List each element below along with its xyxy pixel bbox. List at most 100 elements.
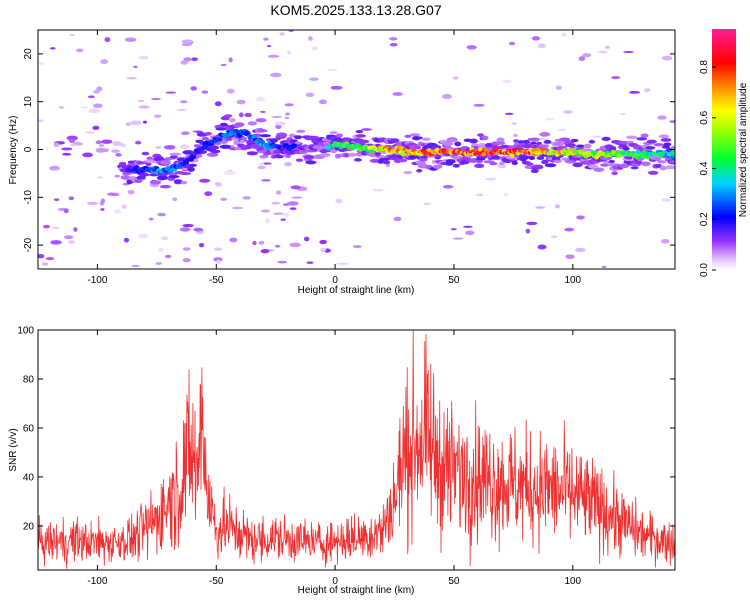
heatmap-cell bbox=[570, 138, 579, 143]
heatmap-cell bbox=[182, 258, 191, 263]
heatmap-cell bbox=[509, 153, 515, 158]
heatmap-cell bbox=[287, 50, 292, 56]
heatmap-cell bbox=[187, 163, 198, 167]
heatmap-cell bbox=[191, 155, 197, 160]
heatmap-cell bbox=[279, 32, 285, 36]
heatmap-cell bbox=[583, 143, 592, 149]
heatmap-cell bbox=[168, 175, 180, 179]
heatmap-cell bbox=[180, 144, 190, 150]
heatmap-cell bbox=[156, 175, 169, 181]
heatmap-cell bbox=[528, 156, 536, 161]
heatmap-cell bbox=[267, 54, 280, 58]
heatmap-cell bbox=[242, 196, 251, 200]
heatmap-cell bbox=[529, 137, 540, 142]
heatmap-cell bbox=[187, 167, 195, 172]
heatmap-cell bbox=[155, 146, 162, 149]
heatmap-cell bbox=[182, 223, 194, 228]
heatmap-cell bbox=[672, 153, 675, 158]
heatmap-cell bbox=[131, 264, 140, 268]
heatmap-cell bbox=[315, 160, 321, 163]
heatmap-cell bbox=[70, 143, 77, 147]
heatmap-cell bbox=[309, 77, 319, 81]
heatmap-cell bbox=[66, 135, 78, 141]
heatmap-cell bbox=[260, 249, 270, 254]
heatmap-cell bbox=[412, 136, 423, 140]
snr-frame bbox=[37, 329, 676, 571]
heatmap-cell bbox=[329, 131, 338, 134]
heatmap-cell bbox=[95, 147, 107, 153]
heatmap-cell bbox=[148, 217, 154, 221]
heatmap-cell bbox=[330, 85, 343, 90]
heatmap-cell bbox=[120, 143, 127, 148]
heatmap-cell bbox=[199, 178, 211, 183]
y-tick-label: 60 bbox=[23, 423, 35, 434]
heatmap-cell bbox=[161, 236, 169, 241]
heatmap-cell bbox=[661, 198, 672, 202]
x-tick-label: 50 bbox=[448, 275, 460, 286]
heatmap-cell bbox=[88, 108, 101, 114]
snr-series-line bbox=[38, 330, 675, 569]
heatmap-cell bbox=[68, 33, 76, 36]
heatmap-cell bbox=[357, 139, 370, 144]
heatmap-cell bbox=[326, 68, 338, 71]
colorbar-tick-label: 0.0 bbox=[699, 263, 710, 277]
heatmap-cell bbox=[477, 133, 484, 137]
heatmap-cell bbox=[192, 151, 198, 156]
heatmap-cell bbox=[647, 170, 659, 175]
heatmap-cell bbox=[93, 89, 100, 94]
heatmap-cell bbox=[159, 160, 172, 165]
heatmap-cell bbox=[473, 103, 485, 107]
heatmap-cell bbox=[330, 148, 338, 154]
heatmap-cell bbox=[181, 39, 194, 45]
heatmap-cell bbox=[496, 163, 507, 169]
x-tick-label: 0 bbox=[332, 576, 338, 587]
heatmap-cell bbox=[260, 110, 266, 113]
heatmap-cell bbox=[610, 146, 617, 151]
heatmap-cell bbox=[257, 129, 268, 133]
heatmap-cell bbox=[191, 57, 199, 62]
heatmap-cell bbox=[193, 227, 204, 232]
heatmap-cell bbox=[126, 77, 138, 80]
heatmap-cell bbox=[477, 147, 483, 152]
heatmap-cell bbox=[335, 133, 344, 138]
heatmap-cell bbox=[73, 227, 78, 232]
heatmap-cell bbox=[537, 43, 546, 49]
heatmap-cell bbox=[369, 149, 375, 154]
heatmap-cell bbox=[295, 158, 304, 162]
heatmap-cell bbox=[522, 139, 531, 145]
colorbar-tick-label: 0.4 bbox=[699, 161, 710, 175]
heatmap-cell bbox=[100, 208, 105, 211]
heatmap-cell bbox=[53, 142, 60, 147]
heatmap-cell bbox=[273, 212, 284, 215]
heatmap-cell bbox=[101, 139, 113, 144]
heatmap-cell bbox=[511, 161, 518, 166]
heatmap-cell bbox=[657, 115, 667, 120]
heatmap-cell bbox=[226, 88, 235, 94]
heatmap-cell bbox=[289, 242, 302, 248]
heatmap-cell bbox=[68, 240, 75, 245]
heatmap-cell bbox=[563, 110, 573, 114]
heatmap-cell bbox=[165, 254, 172, 259]
heatmap-cell bbox=[179, 171, 192, 176]
y-tick-label: 20 bbox=[23, 521, 35, 532]
heatmap-cell bbox=[553, 159, 562, 163]
heatmap-cell bbox=[645, 146, 656, 150]
heatmap-cell bbox=[474, 163, 485, 169]
heatmap-cell bbox=[608, 159, 615, 164]
heatmap-cell bbox=[233, 140, 241, 145]
snr-x-axis-label: Height of straight line (km) bbox=[298, 585, 415, 596]
x-tick-label: -100 bbox=[87, 576, 107, 587]
heatmap-cell bbox=[53, 198, 60, 202]
heatmap-cell bbox=[636, 137, 648, 141]
heatmap-cell bbox=[355, 130, 364, 134]
heatmap-cell bbox=[390, 138, 400, 143]
x-tick-label: 0 bbox=[332, 275, 338, 286]
heatmap-cell bbox=[87, 95, 95, 99]
heatmap-cell bbox=[277, 132, 288, 138]
heatmap-cell bbox=[423, 202, 432, 206]
heatmap-cell bbox=[257, 165, 266, 170]
heatmap-cell bbox=[275, 154, 284, 159]
heatmap-cell bbox=[597, 50, 608, 54]
heatmap-cell bbox=[100, 198, 105, 204]
heatmap-cell bbox=[536, 141, 543, 146]
